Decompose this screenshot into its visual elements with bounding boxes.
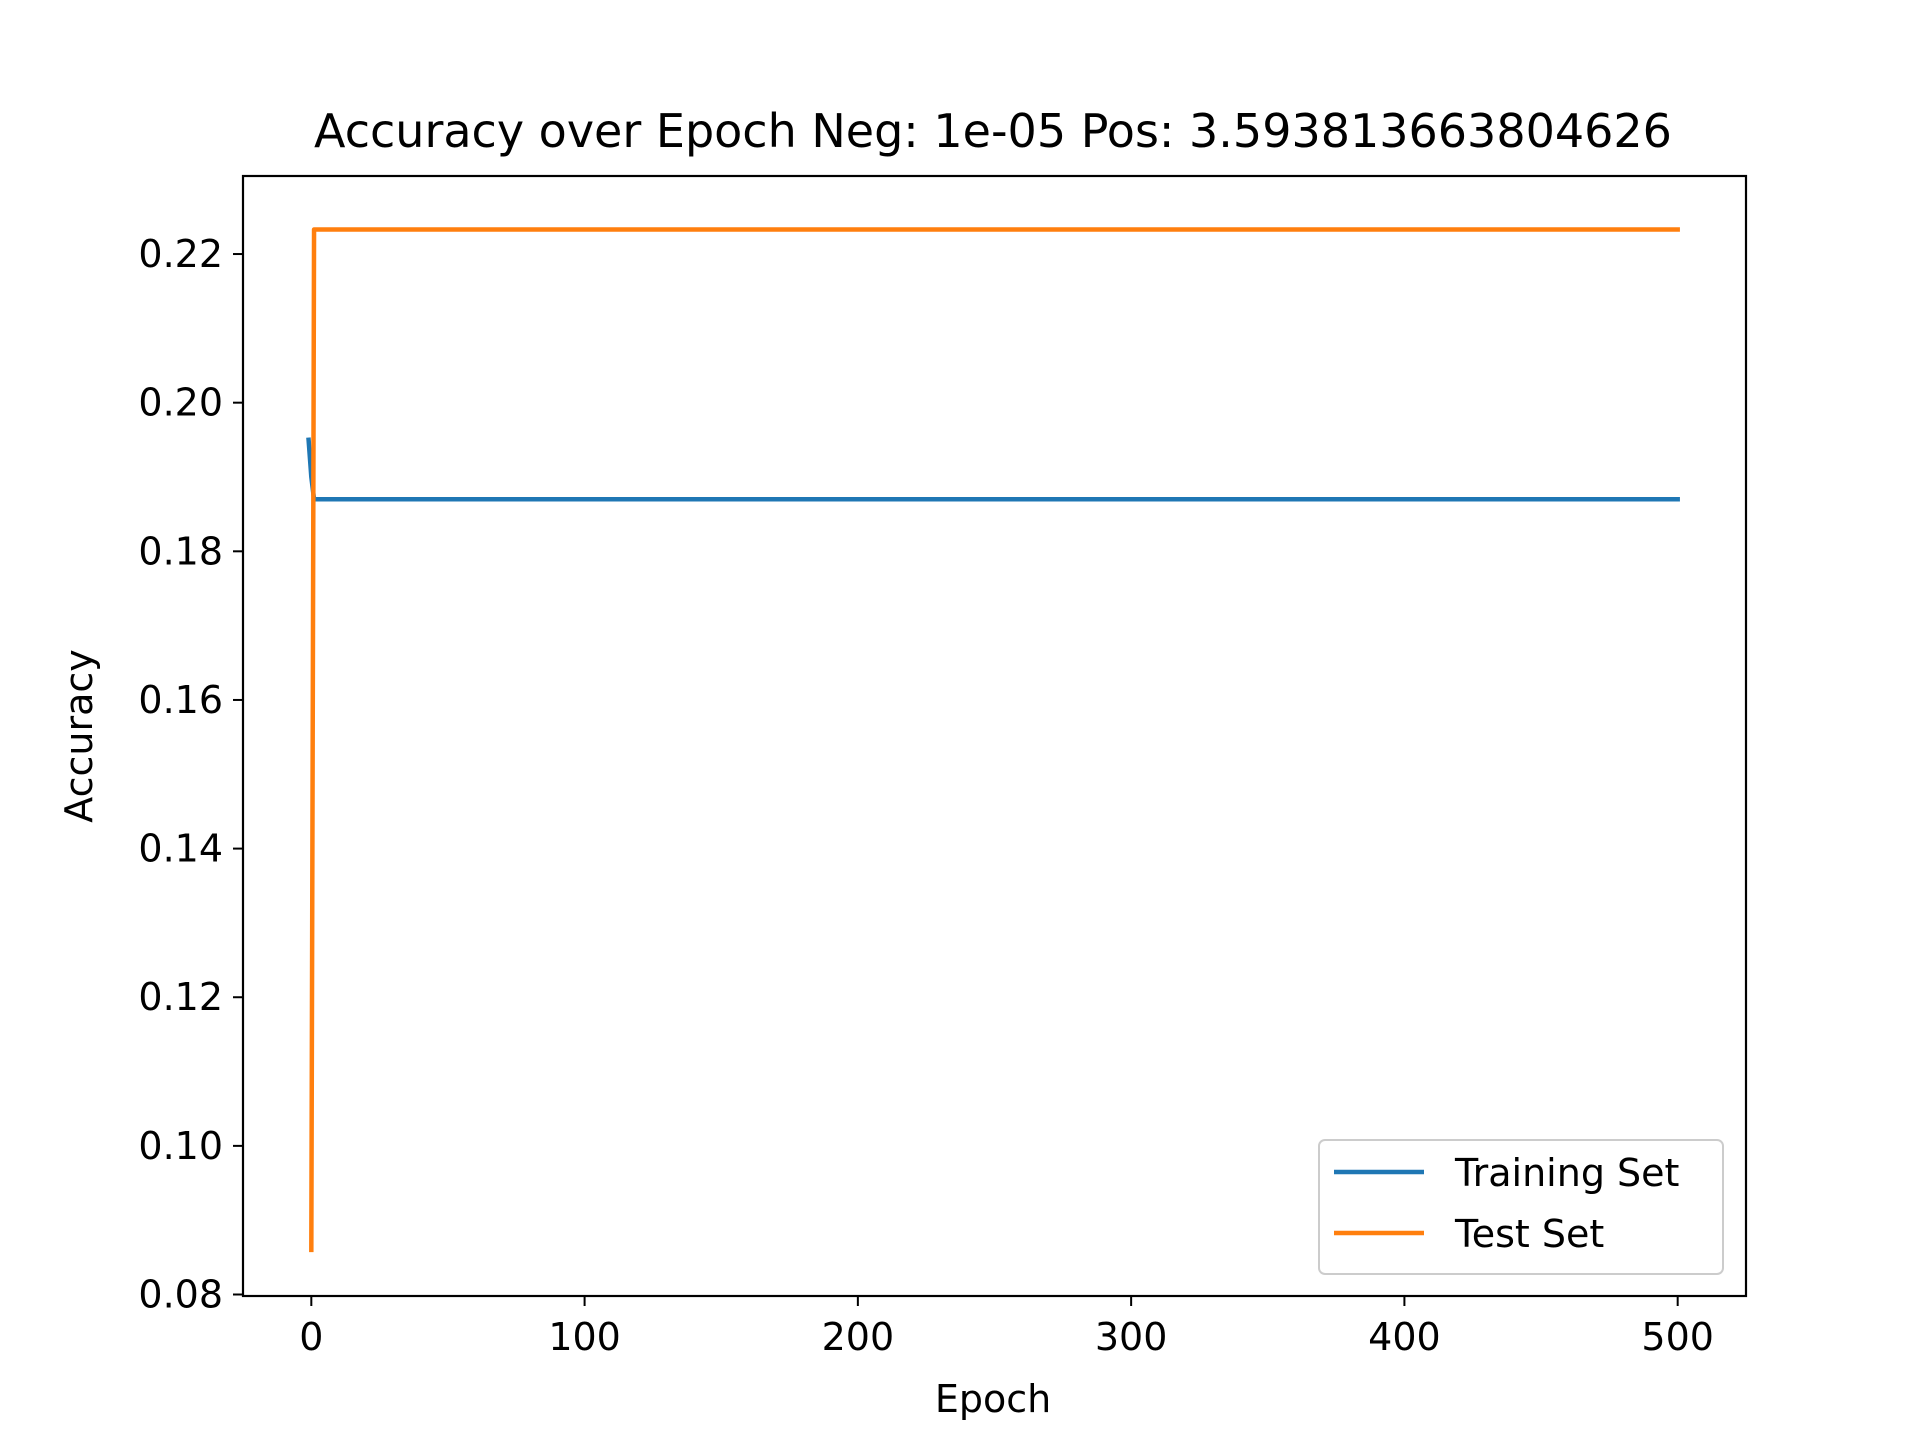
x-tick-label: 0	[299, 1315, 323, 1359]
y-axis: 0.08 0.10 0.12 0.14 0.16 0.18 0.20 0.22	[138, 232, 243, 1317]
legend-label-training-set: Training Set	[1454, 1151, 1679, 1195]
y-tick-label: 0.20	[138, 381, 223, 425]
y-tick-label: 0.10	[138, 1124, 223, 1168]
y-tick-label: 0.18	[138, 529, 223, 573]
plot-area	[241, 174, 1748, 1298]
y-tick-label: 0.22	[138, 232, 223, 276]
x-axis: 0 100 200 300 400 500	[299, 1296, 1714, 1359]
x-tick-label: 300	[1095, 1315, 1168, 1359]
x-axis-label: Epoch	[935, 1377, 1051, 1421]
y-axis-label: Accuracy	[57, 649, 101, 823]
x-tick-label: 500	[1641, 1315, 1714, 1359]
y-tick-label: 0.16	[138, 678, 223, 722]
axes-frame	[241, 174, 1748, 1298]
legend: Training Set Test Set	[1318, 1139, 1724, 1275]
y-tick-label: 0.12	[138, 975, 223, 1019]
x-tick-label: 200	[822, 1315, 895, 1359]
y-tick-label: 0.08	[138, 1273, 223, 1317]
series-layer	[306, 227, 1680, 1253]
chart-title: Accuracy over Epoch Neg: 1e-05 Pos: 3.59…	[314, 104, 1672, 158]
legend-label-test-set: Test Set	[1454, 1212, 1604, 1256]
series-line-test-set	[309, 227, 1680, 1253]
y-tick-label: 0.14	[138, 827, 223, 871]
x-tick-label: 400	[1368, 1315, 1441, 1359]
x-tick-label: 100	[548, 1315, 621, 1359]
